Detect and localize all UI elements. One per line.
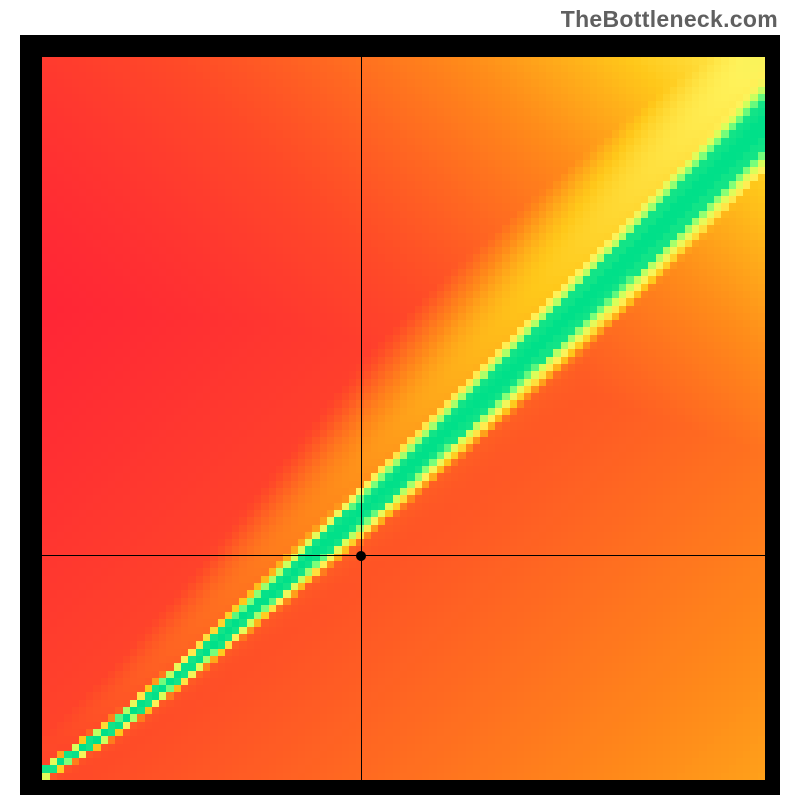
heatmap-canvas: [35, 50, 765, 780]
crosshair-horizontal: [35, 555, 765, 556]
chart-container: TheBottleneck.com: [0, 0, 800, 800]
crosshair-marker: [351, 546, 371, 566]
watermark-text: TheBottleneck.com: [561, 6, 778, 33]
crosshair-vertical: [361, 50, 362, 780]
marker-dot-icon: [356, 551, 366, 561]
